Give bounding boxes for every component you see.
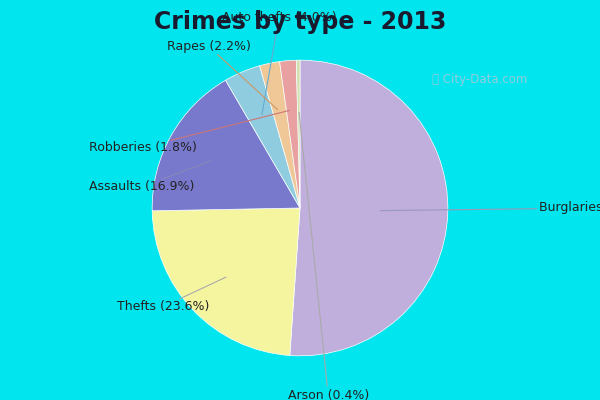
Text: ⓘ City-Data.com: ⓘ City-Data.com [433, 74, 527, 86]
Wedge shape [290, 60, 448, 356]
Text: Burglaries (51.1%): Burglaries (51.1%) [380, 202, 600, 214]
Text: Rapes (2.2%): Rapes (2.2%) [167, 40, 278, 110]
Wedge shape [152, 80, 300, 211]
Text: Thefts (23.6%): Thefts (23.6%) [117, 277, 226, 313]
Wedge shape [260, 62, 300, 208]
Text: Assaults (16.9%): Assaults (16.9%) [89, 161, 211, 193]
Text: Arson (0.4%): Arson (0.4%) [287, 112, 369, 400]
Wedge shape [296, 60, 300, 208]
Wedge shape [280, 60, 300, 208]
Wedge shape [152, 208, 300, 356]
Text: Crimes by type - 2013: Crimes by type - 2013 [154, 10, 446, 34]
Text: Auto thefts (4.0%): Auto thefts (4.0%) [221, 12, 336, 114]
Wedge shape [226, 66, 300, 208]
Text: Robberies (1.8%): Robberies (1.8%) [89, 110, 289, 154]
